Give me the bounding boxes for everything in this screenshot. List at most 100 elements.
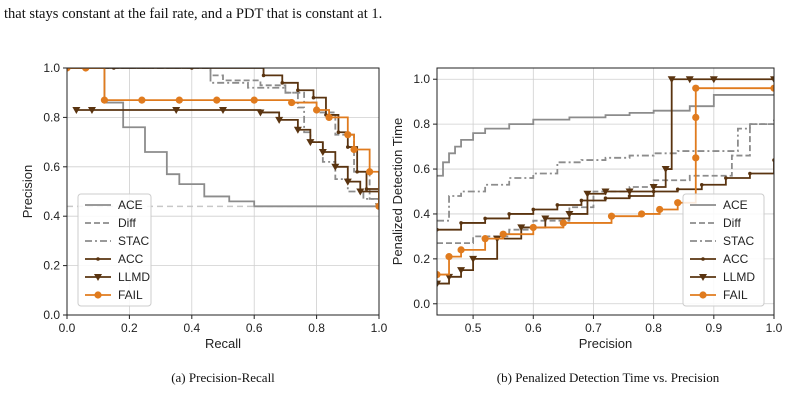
data-point-acc [483, 216, 487, 221]
legend-marker-llmd [94, 274, 102, 281]
plot-area [437, 76, 774, 288]
data-point-llmd [649, 184, 658, 192]
data-point-llmd [583, 190, 592, 198]
legend-label-fail: FAIL [118, 288, 143, 302]
legend-label-ace: ACE [723, 198, 748, 212]
data-point-llmd [256, 109, 265, 117]
legend-label-acc: ACC [723, 252, 749, 266]
data-point-fail [288, 98, 296, 107]
data-point-fail [529, 223, 537, 232]
legend-label-stac: STAC [723, 234, 754, 248]
x-tick-label: 0.7 [585, 321, 602, 335]
y-tick-label: 0.0 [43, 308, 60, 322]
series-line-ace [437, 94, 774, 177]
data-point-acc [531, 207, 536, 212]
legend-marker-llmd [699, 274, 707, 281]
chart-caption: (a) Precision-Recall [171, 370, 275, 385]
x-tick-label: 0.6 [246, 321, 263, 335]
data-point-fail [175, 96, 183, 104]
plot-frame [66, 67, 380, 316]
legend-marker-fail [94, 291, 102, 299]
data-point-fail [350, 145, 358, 154]
series-line-fail [67, 68, 379, 207]
data-point-fail [457, 246, 465, 254]
data-point-llmd [667, 76, 676, 84]
data-point-llmd [306, 139, 315, 147]
data-point-llmd [318, 148, 327, 156]
data-point-fail [250, 96, 258, 104]
x-tick-label: 1.0 [766, 321, 783, 335]
series-line-stac [437, 123, 774, 222]
data-point-llmd [275, 116, 284, 124]
y-tick-label: 0.2 [413, 252, 430, 266]
data-point-fail [638, 210, 646, 218]
data-point-acc [336, 130, 341, 135]
data-point-fail [445, 253, 453, 261]
legend-label-fail: FAIL [723, 288, 748, 302]
data-point-llmd [331, 163, 340, 171]
data-point-fail [437, 270, 441, 279]
data-point-acc [627, 194, 632, 198]
data-point-fail [607, 212, 616, 220]
data-point-fail [499, 230, 507, 238]
y-tick-label: 0.8 [43, 110, 60, 124]
x-tick-label: 0.0 [59, 321, 76, 335]
data-point-acc [280, 81, 285, 85]
data-point-llmd [469, 255, 478, 263]
y-tick-label: 0.8 [413, 117, 430, 131]
x-axis-label: Recall [205, 336, 241, 351]
data-point-acc [459, 221, 463, 225]
data-point-fail [375, 202, 379, 210]
data-point-llmd [625, 188, 634, 196]
data-point-llmd [565, 210, 574, 218]
legend-label-llmd: LLMD [118, 270, 150, 284]
data-point-fail [82, 68, 90, 72]
data-point-fail [213, 96, 221, 104]
data-point-fail [100, 96, 109, 104]
y-tick-label: 1.0 [43, 61, 60, 75]
intro-text: that stays constant at the fail rate, an… [4, 6, 383, 22]
y-tick-label: 1.0 [413, 72, 430, 86]
legend-label-ace: ACE [118, 198, 143, 212]
plot-area [67, 68, 379, 211]
x-tick-label: 0.6 [525, 321, 542, 335]
y-tick-label: 0.6 [413, 162, 430, 176]
x-tick-label: 1.0 [371, 321, 388, 335]
legend-label-diff: Diff [118, 216, 136, 230]
data-point-llmd [709, 76, 718, 84]
data-point-llmd [219, 106, 227, 114]
legend-marker-acc [701, 257, 705, 261]
data-point-acc [364, 187, 369, 191]
data-point-acc [346, 145, 350, 149]
data-point-acc [355, 169, 359, 174]
data-point-llmd [293, 126, 302, 134]
data-point-llmd [445, 273, 454, 281]
data-point-acc [507, 212, 512, 216]
series-line-acc [67, 68, 379, 207]
y-tick-label: 0.6 [43, 160, 60, 174]
data-point-llmd [517, 224, 526, 232]
data-point-llmd [457, 267, 466, 275]
data-point-fail [656, 205, 664, 214]
series-line-diff [67, 68, 379, 204]
data-point-llmd [661, 166, 670, 174]
data-point-fail [692, 113, 700, 121]
data-point-llmd [437, 280, 441, 288]
data-point-fail [313, 106, 321, 114]
data-point-fail [366, 168, 374, 176]
chart-a: 0.0 0.2 0.4 0.6 0.8 1.0 0.0 0.2 0.4 0.6 0.8 1.0 Reca… [20, 61, 388, 385]
data-point-fail [67, 68, 71, 72]
series-line-ace [67, 68, 379, 208]
y-axis-label: Penalized Detection Time [390, 118, 405, 265]
data-point-llmd [87, 106, 96, 114]
legend-label-llmd: LLMD [723, 270, 755, 284]
data-point-llmd [356, 188, 365, 196]
data-point-acc [579, 198, 584, 203]
data-point-llmd [541, 215, 550, 223]
plot-frame [436, 67, 775, 316]
data-point-fail [692, 84, 700, 92]
x-tick-label: 0.8 [308, 321, 325, 335]
data-point-fail [674, 199, 682, 207]
data-point-fail [559, 219, 567, 227]
